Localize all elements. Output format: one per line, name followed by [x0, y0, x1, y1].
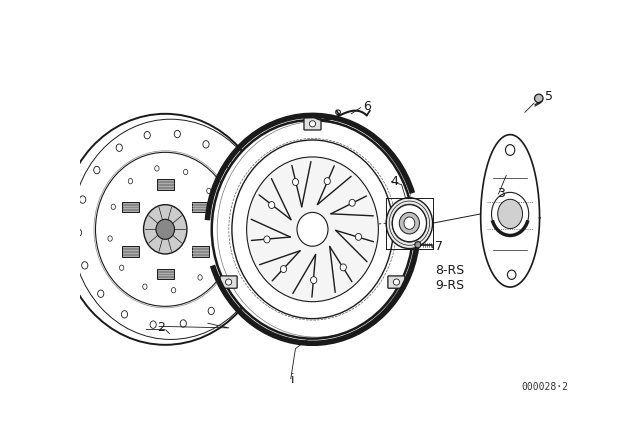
Ellipse shape: [203, 141, 209, 148]
Ellipse shape: [150, 321, 156, 328]
Ellipse shape: [108, 236, 112, 241]
Ellipse shape: [172, 288, 176, 293]
Ellipse shape: [292, 179, 299, 185]
Ellipse shape: [309, 121, 316, 127]
Text: i: i: [291, 373, 294, 386]
Ellipse shape: [506, 145, 515, 155]
Ellipse shape: [116, 144, 122, 151]
FancyBboxPatch shape: [191, 202, 209, 212]
Text: 7: 7: [435, 240, 443, 253]
Ellipse shape: [349, 199, 355, 206]
Text: 6: 6: [363, 100, 371, 113]
FancyBboxPatch shape: [157, 179, 174, 190]
Ellipse shape: [218, 217, 223, 223]
Ellipse shape: [498, 199, 522, 228]
Ellipse shape: [122, 310, 127, 318]
Ellipse shape: [184, 169, 188, 175]
Ellipse shape: [180, 320, 186, 327]
Ellipse shape: [340, 264, 346, 271]
Ellipse shape: [264, 236, 270, 243]
FancyBboxPatch shape: [220, 276, 237, 288]
Ellipse shape: [246, 157, 378, 302]
Ellipse shape: [208, 307, 214, 314]
Text: 3: 3: [497, 187, 505, 200]
Ellipse shape: [215, 249, 220, 254]
FancyBboxPatch shape: [304, 118, 321, 130]
Ellipse shape: [156, 220, 175, 239]
Ellipse shape: [144, 131, 150, 139]
FancyBboxPatch shape: [191, 246, 209, 257]
Text: 2: 2: [157, 321, 165, 334]
Ellipse shape: [243, 190, 249, 197]
Ellipse shape: [415, 241, 421, 248]
Ellipse shape: [207, 188, 211, 194]
Ellipse shape: [386, 198, 433, 249]
Circle shape: [534, 94, 543, 103]
Ellipse shape: [93, 166, 100, 174]
Ellipse shape: [111, 204, 115, 210]
Text: 4: 4: [390, 175, 398, 188]
Ellipse shape: [399, 212, 419, 234]
Text: 9-RS: 9-RS: [435, 280, 464, 293]
FancyBboxPatch shape: [157, 269, 174, 280]
Ellipse shape: [280, 266, 287, 272]
Polygon shape: [481, 134, 540, 287]
FancyBboxPatch shape: [122, 202, 139, 212]
Ellipse shape: [98, 290, 104, 297]
Ellipse shape: [230, 285, 237, 292]
Ellipse shape: [120, 265, 124, 271]
Ellipse shape: [297, 212, 328, 246]
Ellipse shape: [128, 178, 132, 184]
Ellipse shape: [95, 152, 235, 306]
Ellipse shape: [232, 140, 393, 319]
Ellipse shape: [79, 196, 86, 203]
Ellipse shape: [392, 205, 426, 241]
Ellipse shape: [143, 284, 147, 289]
Text: 000028·2: 000028·2: [522, 382, 569, 392]
FancyBboxPatch shape: [388, 276, 405, 288]
Ellipse shape: [82, 262, 88, 269]
Ellipse shape: [394, 279, 399, 285]
Ellipse shape: [174, 130, 180, 138]
Ellipse shape: [492, 192, 529, 236]
Ellipse shape: [227, 161, 233, 168]
Ellipse shape: [249, 222, 255, 230]
Text: 8-RS: 8-RS: [435, 264, 464, 277]
Ellipse shape: [143, 205, 187, 254]
Text: 5: 5: [545, 90, 553, 103]
Ellipse shape: [225, 279, 232, 285]
Ellipse shape: [198, 275, 202, 280]
Ellipse shape: [155, 166, 159, 171]
Ellipse shape: [310, 277, 317, 284]
Ellipse shape: [355, 233, 362, 240]
Ellipse shape: [269, 202, 275, 208]
Ellipse shape: [508, 270, 516, 280]
Ellipse shape: [76, 229, 82, 237]
Ellipse shape: [324, 178, 330, 185]
Ellipse shape: [212, 120, 413, 339]
Ellipse shape: [61, 114, 270, 345]
FancyBboxPatch shape: [122, 246, 139, 257]
Ellipse shape: [404, 217, 415, 229]
Ellipse shape: [244, 255, 251, 263]
